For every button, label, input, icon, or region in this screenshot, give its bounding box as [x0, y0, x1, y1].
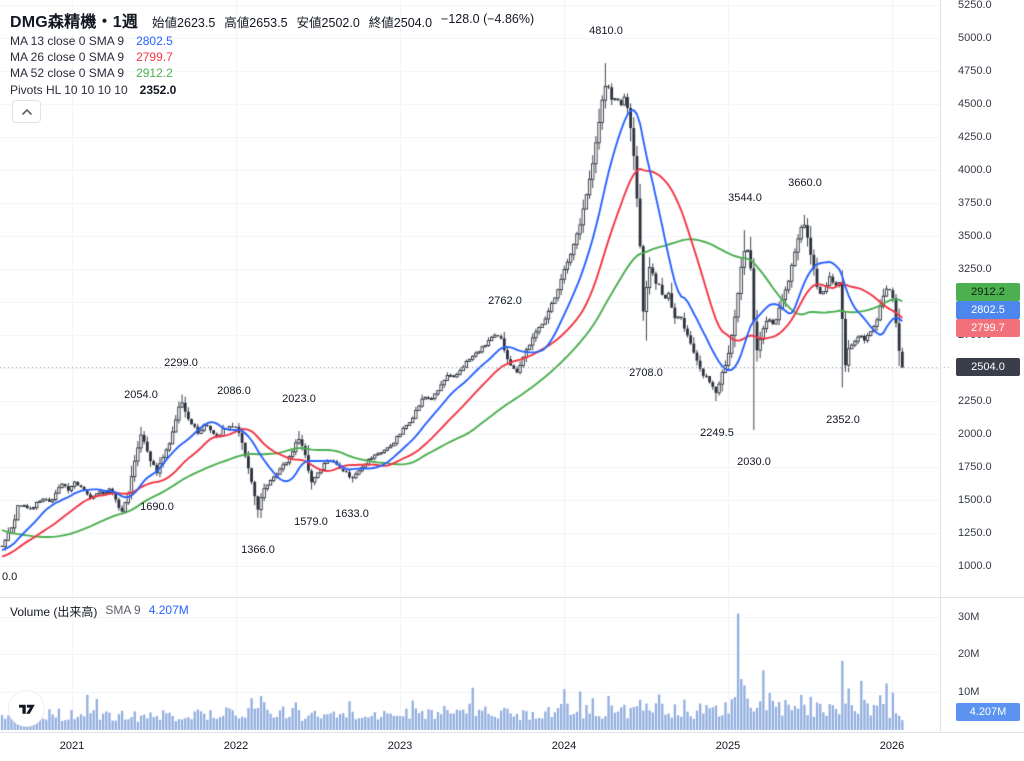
- chevron-up-icon: [21, 108, 32, 115]
- pivot-label: 2762.0: [488, 295, 522, 308]
- time-axis-label: 2026: [879, 740, 905, 752]
- price-badge: 2912.2: [956, 283, 1020, 301]
- indicator-row[interactable]: MA 13 close 0 SMA 9 2802.5: [10, 33, 176, 49]
- volume-legend-name: Volume (出来高): [10, 605, 98, 619]
- pivot-label: 2023.0: [282, 392, 316, 405]
- pivot-label: 2249.5: [700, 427, 734, 440]
- tradingview-logo[interactable]: [9, 691, 44, 726]
- price-axis-tick: 2250.0: [958, 395, 992, 407]
- time-axis-label: 2022: [223, 740, 249, 752]
- symbol-title[interactable]: DMG森精機・1週: [10, 14, 139, 31]
- price-axis-tick: 4750.0: [958, 65, 992, 77]
- price-axis-tick: 4000.0: [958, 164, 992, 176]
- indicator-value: 2352.0: [139, 82, 177, 97]
- time-axis-label: 2023: [387, 740, 413, 752]
- indicator-value: 2799.7: [136, 50, 173, 65]
- ohlc-安値: 安値2502.0: [296, 16, 360, 30]
- indicator-value: 2802.5: [136, 34, 173, 48]
- ohlc-values: 始値2623.5 高値2653.5 安値2502.0 終値2504.0 −128.0 (…: [152, 12, 534, 31]
- price-axis-tick: 4500.0: [958, 98, 992, 110]
- time-axis-label: 2025: [715, 740, 741, 752]
- collapse-legend-button[interactable]: [12, 100, 41, 123]
- time-axis-border: [0, 732, 1024, 733]
- volume-legend[interactable]: Volume (出来高) SMA 9 4.207M: [10, 603, 189, 620]
- ohlc-始値: 始値2623.5: [152, 16, 216, 30]
- indicator-value: 2912.2: [136, 66, 173, 81]
- time-axis-label: 2024: [551, 740, 577, 752]
- volume-badge: 4.207M: [956, 703, 1020, 721]
- pivot-label: 2030.0: [737, 456, 771, 469]
- price-axis-tick: 1500.0: [958, 494, 992, 506]
- pivot-label: 2352.0: [826, 413, 860, 426]
- time-axis-label: 2021: [59, 740, 85, 752]
- volume-axis-tick: 10M: [958, 686, 980, 699]
- indicator-name: Pivots HL 10 10 10 10: [10, 82, 128, 97]
- indicator-row[interactable]: MA 52 close 0 SMA 9 2912.2: [10, 65, 176, 81]
- volume-axis-tick: 20M: [958, 648, 980, 661]
- indicator-legend: MA 13 close 0 SMA 9 2802.5 MA 26 close 0 S…: [10, 33, 176, 98]
- pivot-label: 2054.0: [124, 388, 158, 401]
- volume-legend-param: SMA 9: [105, 603, 141, 617]
- pivot-label: 3544.0: [728, 192, 762, 205]
- indicator-row[interactable]: MA 26 close 0 SMA 9 2799.7: [10, 49, 176, 65]
- indicator-name: MA 13 close 0 SMA 9: [10, 34, 125, 48]
- indicator-name: MA 52 close 0 SMA 9: [10, 66, 125, 81]
- price-axis-tick: 3500.0: [958, 230, 992, 242]
- pivot-label: 2299.0: [164, 356, 198, 369]
- pivot-label: 3660.0: [788, 176, 822, 189]
- pivot-label: 0.0: [2, 570, 18, 583]
- pivot-label: 1690.0: [140, 500, 174, 513]
- pivot-label: 1579.0: [294, 515, 328, 528]
- price-axis-tick: 3250.0: [958, 263, 992, 275]
- pivot-label: 2086.0: [217, 384, 251, 397]
- price-axis-tick: 1000.0: [958, 559, 992, 572]
- volume-legend-value: 4.207M: [148, 603, 189, 617]
- ohlc-終値: 終値2504.0: [368, 16, 433, 30]
- price-axis-tick: 3750.0: [958, 197, 992, 209]
- indicator-name: MA 26 close 0 SMA 9: [10, 50, 125, 65]
- price-axis-border: [940, 0, 941, 733]
- pivot-label: 1366.0: [241, 543, 275, 556]
- price-axis-tick: 1750.0: [958, 461, 992, 473]
- pane-divider[interactable]: [0, 597, 1024, 598]
- pivot-label: 4810.0: [589, 25, 623, 38]
- price-badge: 2802.5: [956, 301, 1020, 319]
- price-axis-tick: 5000.0: [958, 32, 992, 44]
- price-axis-tick: 4250.0: [958, 131, 992, 143]
- change-value: −128.0 (−4.86%): [441, 12, 535, 26]
- price-badge: 2799.7: [956, 319, 1020, 337]
- indicator-row[interactable]: Pivots HL 10 10 10 10 2352.0: [10, 82, 176, 98]
- pivot-label: 1633.0: [335, 508, 369, 521]
- volume-axis-tick: 30M: [958, 610, 980, 623]
- pivot-label: 2708.0: [629, 366, 663, 379]
- price-axis-tick: 1250.0: [958, 526, 992, 539]
- price-axis-tick: 5250.0: [958, 0, 992, 12]
- price-axis-tick: 2000.0: [958, 428, 992, 440]
- price-badge: 2504.0: [956, 358, 1020, 376]
- ohlc-高値: 高値2653.5: [224, 16, 288, 30]
- tradingview-logo-icon: [19, 704, 35, 714]
